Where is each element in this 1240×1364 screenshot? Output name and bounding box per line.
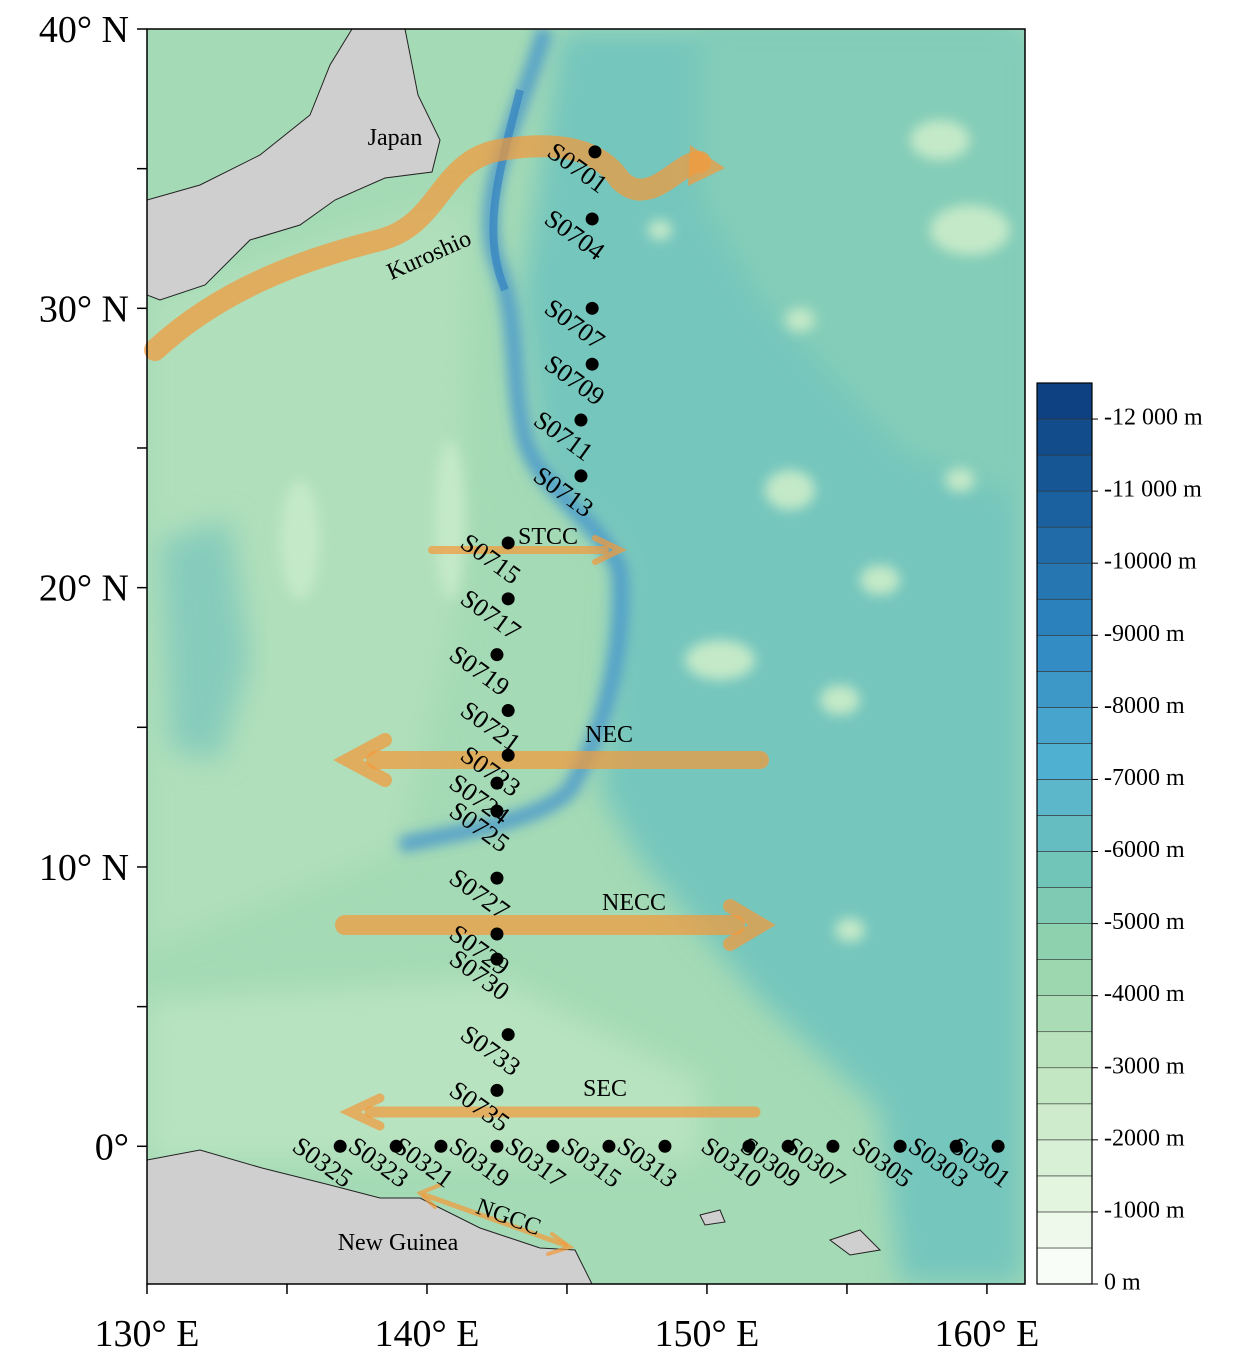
current-label: NEC bbox=[585, 722, 633, 748]
colorbar-band bbox=[1036, 598, 1093, 636]
current-label: STCC bbox=[518, 524, 578, 550]
colorbar-frame bbox=[1036, 382, 1093, 1285]
colorbar-label: -8000 m bbox=[1104, 693, 1185, 719]
colorbar-label: -3000 m bbox=[1104, 1053, 1185, 1079]
station bbox=[991, 1139, 1005, 1153]
colorbar-label: -4000 m bbox=[1104, 981, 1185, 1007]
station bbox=[826, 1139, 840, 1153]
station bbox=[501, 748, 515, 762]
current-label: NECC bbox=[602, 890, 666, 916]
station bbox=[490, 1083, 504, 1097]
station bbox=[658, 1139, 672, 1153]
station bbox=[490, 648, 504, 662]
colorbar-label: -1000 m bbox=[1104, 1197, 1185, 1223]
station bbox=[333, 1139, 347, 1153]
colorbar-band bbox=[1036, 418, 1093, 456]
colorbar-label: -10000 m bbox=[1104, 549, 1197, 575]
place-label: New Guinea bbox=[338, 1230, 459, 1256]
station bbox=[501, 536, 515, 550]
station bbox=[602, 1139, 616, 1153]
colorbar-label: -9000 m bbox=[1104, 621, 1185, 647]
y-tick-label: 10° N bbox=[39, 847, 129, 889]
currents bbox=[144, 135, 776, 1256]
station bbox=[434, 1139, 448, 1153]
x-tick-label: 150° E bbox=[654, 1313, 759, 1355]
colorbar-band bbox=[1036, 923, 1093, 960]
colorbar-band bbox=[1036, 1247, 1093, 1285]
y-tick-label: 30° N bbox=[39, 288, 129, 330]
colorbar-band bbox=[1036, 1031, 1093, 1069]
y-tick-label: 20° N bbox=[39, 568, 129, 610]
station bbox=[893, 1139, 907, 1153]
colorbar-band bbox=[1036, 959, 1093, 996]
colorbar-band bbox=[1036, 1175, 1093, 1213]
x-tick-label: 130° E bbox=[95, 1313, 200, 1355]
y-tick-label: 40° N bbox=[39, 9, 129, 51]
colorbar-label: -2000 m bbox=[1104, 1125, 1185, 1151]
colorbar-band bbox=[1036, 634, 1093, 672]
station bbox=[588, 145, 602, 159]
place-label: Japan bbox=[368, 125, 423, 151]
station bbox=[501, 704, 515, 718]
station bbox=[490, 952, 504, 966]
colorbar-label: -12 000 m bbox=[1104, 405, 1203, 431]
station bbox=[389, 1139, 403, 1153]
colorbar-label: -7000 m bbox=[1104, 765, 1185, 791]
station bbox=[742, 1139, 756, 1153]
station bbox=[585, 357, 599, 371]
colorbar-band bbox=[1036, 382, 1093, 420]
station bbox=[949, 1139, 963, 1153]
station bbox=[546, 1139, 560, 1153]
colorbar-band bbox=[1036, 1067, 1093, 1105]
x-tick-label: 160° E bbox=[934, 1313, 1039, 1355]
station bbox=[490, 776, 504, 790]
colorbar-label: -6000 m bbox=[1104, 837, 1185, 863]
colorbar-band bbox=[1036, 707, 1093, 744]
station bbox=[490, 871, 504, 885]
station bbox=[574, 469, 588, 483]
colorbar-band bbox=[1036, 526, 1093, 564]
station bbox=[490, 804, 504, 818]
colorbar-band bbox=[1036, 851, 1093, 888]
station bbox=[585, 301, 599, 315]
colorbar-band bbox=[1036, 887, 1093, 924]
station bbox=[585, 212, 599, 226]
map-frame bbox=[146, 28, 1026, 1285]
current-label: SEC bbox=[583, 1076, 627, 1102]
x-tick-label: 140° E bbox=[375, 1313, 480, 1355]
colorbar-band bbox=[1036, 1211, 1093, 1249]
station bbox=[501, 592, 515, 606]
station bbox=[501, 1028, 515, 1042]
terrain bbox=[147, 29, 1025, 1284]
colorbar-label: -11 000 m bbox=[1104, 477, 1202, 503]
colorbar-band bbox=[1036, 562, 1093, 600]
colorbar-band bbox=[1036, 454, 1093, 492]
colorbar-label: 0 m bbox=[1104, 1270, 1141, 1296]
colorbar-band bbox=[1036, 1103, 1093, 1141]
colorbar-label: -5000 m bbox=[1104, 909, 1185, 935]
colorbar-band bbox=[1036, 743, 1093, 780]
y-tick-label: 0° bbox=[95, 1126, 129, 1168]
station bbox=[490, 1139, 504, 1153]
station bbox=[781, 1139, 795, 1153]
colorbar-band bbox=[1036, 995, 1093, 1033]
colorbar-band bbox=[1036, 671, 1093, 708]
station bbox=[574, 413, 588, 427]
colorbar-band bbox=[1036, 490, 1093, 528]
colorbar-band bbox=[1036, 1139, 1093, 1177]
colorbar-band bbox=[1036, 779, 1093, 816]
station bbox=[490, 927, 504, 941]
colorbar-band bbox=[1036, 815, 1093, 852]
